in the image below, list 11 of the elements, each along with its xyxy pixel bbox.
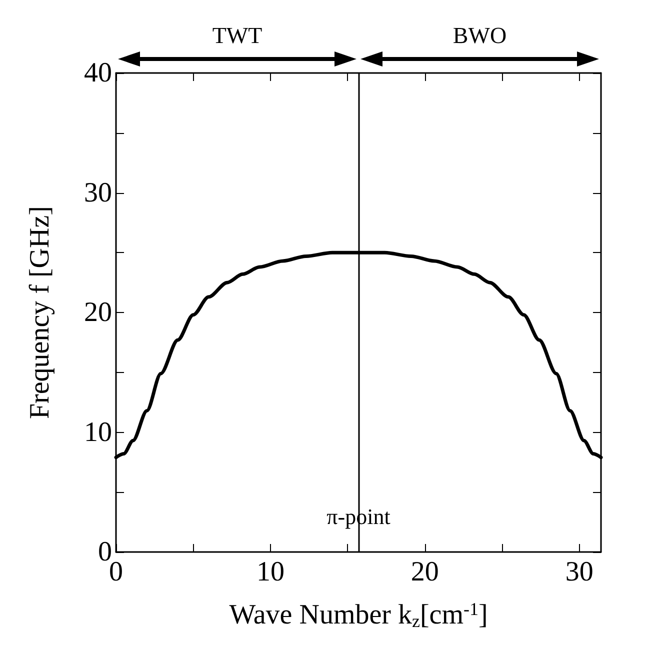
x-tick-label: 10: [256, 556, 284, 588]
y-tick-label: 10: [84, 416, 112, 448]
x-tick-label: 30: [565, 556, 594, 588]
y-tick-label: 40: [84, 58, 112, 88]
x-tick-label: 20: [410, 556, 439, 588]
y-tick-label: 30: [84, 177, 112, 208]
y-tick-label: 0: [98, 536, 112, 568]
text: BWO: [452, 23, 507, 48]
text: TWT: [212, 23, 262, 48]
y-tick-label: 20: [84, 297, 112, 328]
y-axis-title: Frequency f [GHz]: [24, 206, 56, 420]
